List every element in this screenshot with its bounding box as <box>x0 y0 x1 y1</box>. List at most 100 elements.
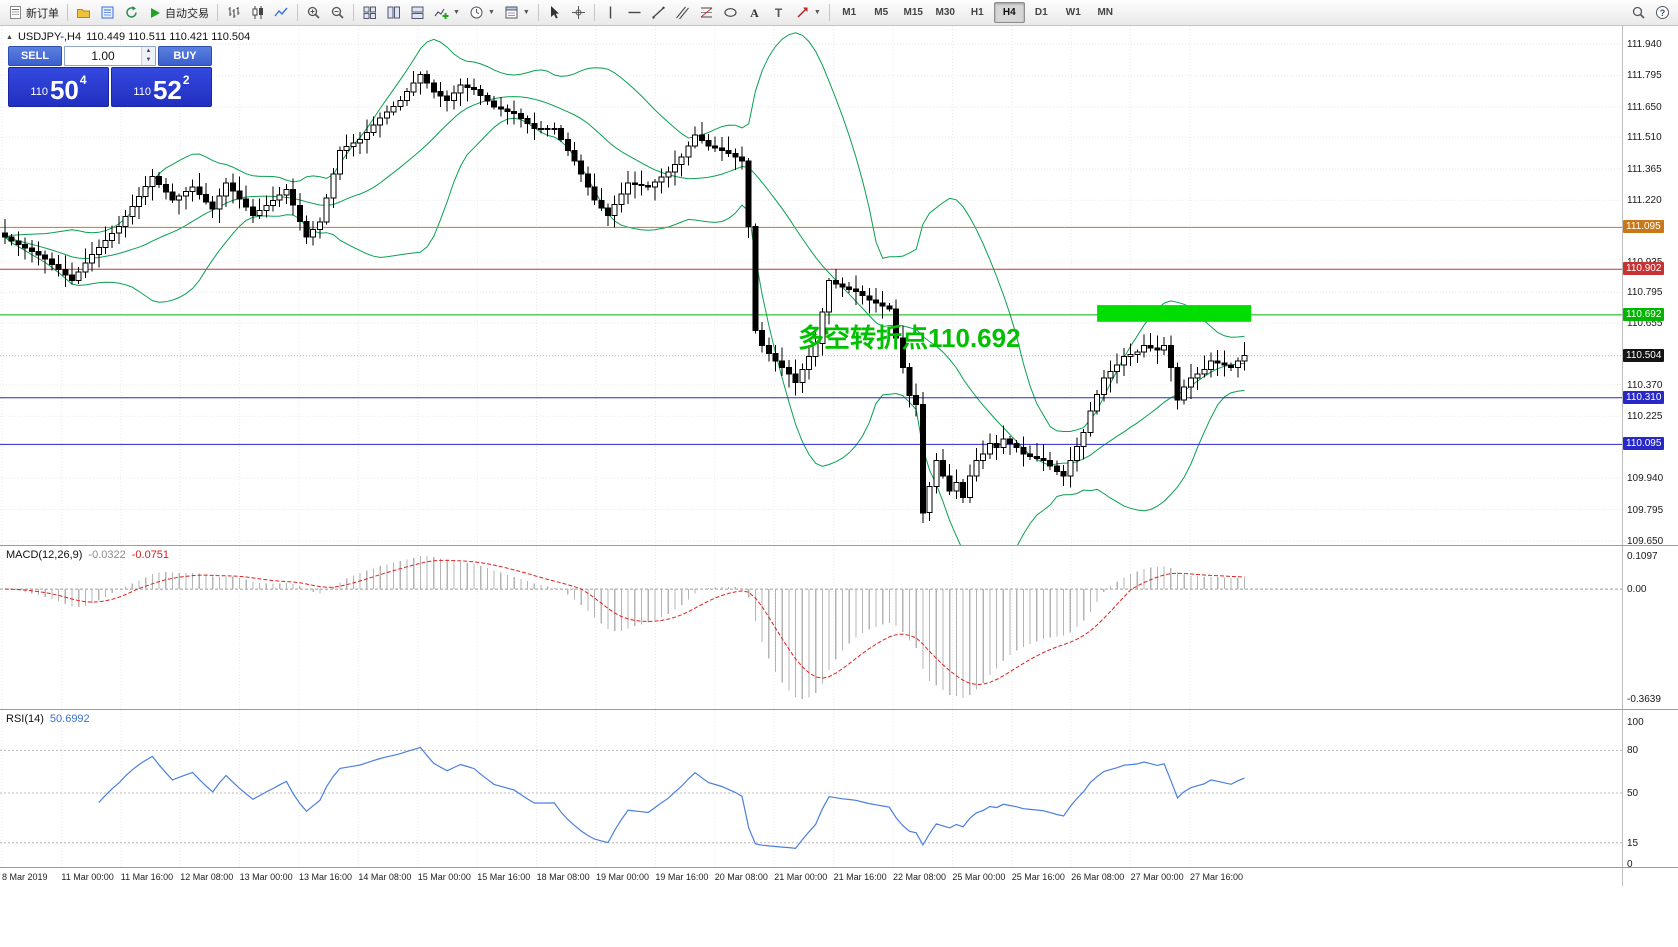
rsi-chart <box>0 710 1622 867</box>
shapes-button[interactable] <box>719 1 742 25</box>
bid-price-display[interactable]: 110 50 4 <box>8 67 109 107</box>
price-axis[interactable]: 0.1097 0.00 -0.3639 100 80 50 15 0 111.940 111.79… <box>1622 26 1678 886</box>
time-axis-label: 11 Mar 16:00 <box>120 872 174 882</box>
lot-increment-icon[interactable]: ▲ <box>142 47 155 56</box>
refresh-button[interactable] <box>120 1 143 25</box>
periods-icon <box>469 5 484 20</box>
price-axis-label: 110.795 <box>1627 287 1663 299</box>
arrows-button[interactable]: ▼ <box>791 1 825 25</box>
text-button[interactable]: A <box>743 1 766 25</box>
time-axis-label: 18 Mar 08:00 <box>536 872 590 882</box>
one-click-trading-panel: SELL ▲ ▼ BUY 110 50 4 110 52 2 <box>8 46 212 107</box>
candle-chart-button[interactable] <box>246 1 269 25</box>
tile-vertical-button[interactable] <box>382 1 405 25</box>
fibonacci-icon <box>699 5 714 20</box>
time-axis-label: 19 Mar 16:00 <box>655 872 709 882</box>
fibonacci-button[interactable] <box>695 1 718 25</box>
timeframe-button-w1[interactable]: W1 <box>1065 7 1081 18</box>
lot-decrement-icon[interactable]: ▼ <box>142 56 155 65</box>
channel-icon <box>675 5 690 20</box>
chart-annotation-text: 多空转折点110.692 <box>798 323 1021 353</box>
price-chart-pane[interactable] <box>0 26 1622 568</box>
bid-pips: 50 <box>49 75 79 105</box>
pane-separator[interactable] <box>0 709 1678 710</box>
cursor-button[interactable] <box>543 1 566 25</box>
buy-button[interactable]: BUY <box>158 46 212 66</box>
toolbar-separator <box>67 4 68 21</box>
rsi-label: RSI(14) <box>6 713 44 725</box>
market-watch-button[interactable] <box>96 1 119 25</box>
macd-signal-value: -0.0751 <box>131 549 170 561</box>
profiles-button[interactable] <box>72 1 95 25</box>
lot-size-input[interactable] <box>65 48 141 64</box>
time-axis[interactable]: 8 Mar 2019 11 Mar 00:00 11 Mar 16:00 12 Mar… <box>0 867 1622 886</box>
price-axis-label: 109.795 <box>1627 504 1664 516</box>
hline-price-label: 110.902 <box>1623 262 1665 276</box>
label-button[interactable]: T <box>767 1 790 25</box>
line-chart-button[interactable] <box>270 1 293 25</box>
vertical-line-button[interactable] <box>599 1 622 25</box>
chevron-down-icon: ▼ <box>813 9 821 16</box>
time-axis-label: 15 Mar 16:00 <box>477 872 531 882</box>
time-axis-label: 12 Mar 08:00 <box>180 872 234 882</box>
pane-separator[interactable] <box>0 545 1678 546</box>
templates-button[interactable]: ▼ <box>500 1 534 25</box>
quote-panel-toggle-icon[interactable]: ▲ <box>6 33 13 41</box>
time-axis-label: 13 Mar 00:00 <box>239 872 293 882</box>
zoom-out-button[interactable] <box>326 1 349 25</box>
tile-windows-button[interactable] <box>358 1 381 25</box>
tile-horizontal-button[interactable] <box>406 1 429 25</box>
time-axis-label: 22 Mar 08:00 <box>893 872 947 882</box>
periods-button[interactable]: ▼ <box>465 1 499 25</box>
horizontal-line-button[interactable] <box>623 1 646 25</box>
timeframe-button-d1[interactable]: D1 <box>1034 7 1048 18</box>
lot-size-field[interactable]: ▲ ▼ <box>64 46 156 66</box>
rsi-axis-label: 50 <box>1627 788 1639 799</box>
macd-axis-label: 0.00 <box>1627 584 1647 596</box>
time-axis-label: 13 Mar 16:00 <box>299 872 353 882</box>
macd-label: MACD(12,26,9) <box>6 549 83 561</box>
line-chart-icon <box>274 5 289 20</box>
timeframe-button-m5[interactable]: M5 <box>874 7 889 18</box>
macd-axis-label: -0.3639 <box>1627 694 1661 705</box>
new-order-button[interactable]: 新订单 <box>4 1 63 25</box>
search-button[interactable] <box>1627 1 1650 25</box>
sell-button[interactable]: SELL <box>8 46 62 66</box>
timeframe-button-h1[interactable]: H1 <box>970 7 984 18</box>
timeframe-button-mn[interactable]: MN <box>1097 7 1114 18</box>
channel-button[interactable] <box>671 1 694 25</box>
chart-header: ▲ USDJPY-,H4 110.449 110.511 110.421 110… <box>6 31 250 43</box>
macd-histogram <box>11 556 1246 699</box>
refresh-icon <box>124 5 139 20</box>
tile-vertical-icon <box>386 5 401 20</box>
indicators-button[interactable]: ▼ <box>430 1 464 25</box>
tile-horizontal-icon <box>410 5 425 20</box>
timeframe-button-m1[interactable]: M1 <box>842 7 857 18</box>
pane-separator[interactable] <box>0 867 1678 868</box>
macd-main-value: -0.0322 <box>88 549 126 561</box>
bar-chart-button[interactable] <box>222 1 245 25</box>
vline-icon <box>603 5 618 20</box>
timeframe-button-m15[interactable]: M15 <box>903 7 923 18</box>
ask-price-display[interactable]: 110 52 2 <box>111 67 212 107</box>
autotrading-button[interactable]: 自动交易 <box>144 1 213 25</box>
rsi-pane[interactable] <box>0 710 1622 867</box>
lot-stepper[interactable]: ▲ ▼ <box>141 47 155 65</box>
timeframe-button-h4[interactable]: H4 <box>993 2 1025 23</box>
tile-windows-icon <box>362 5 377 20</box>
bollinger-middle-band <box>4 96 1245 467</box>
rsi-header: RSI(14) 50.6992 <box>6 713 90 725</box>
candles-icon <box>250 5 265 20</box>
macd-chart <box>0 546 1622 709</box>
zoom-in-button[interactable] <box>302 1 325 25</box>
crosshair-button[interactable] <box>567 1 590 25</box>
time-axis-label: 25 Mar 00:00 <box>952 872 1006 882</box>
ask-pipette: 2 <box>182 73 190 87</box>
market-watch-icon <box>100 5 115 20</box>
macd-pane[interactable] <box>0 546 1622 709</box>
autotrading-button-label: 自动交易 <box>165 7 209 20</box>
help-button[interactable]: ? <box>1651 1 1674 25</box>
price-axis-label: 111.510 <box>1627 132 1662 144</box>
trendline-button[interactable] <box>647 1 670 25</box>
timeframe-button-m30[interactable]: M30 <box>935 7 955 18</box>
